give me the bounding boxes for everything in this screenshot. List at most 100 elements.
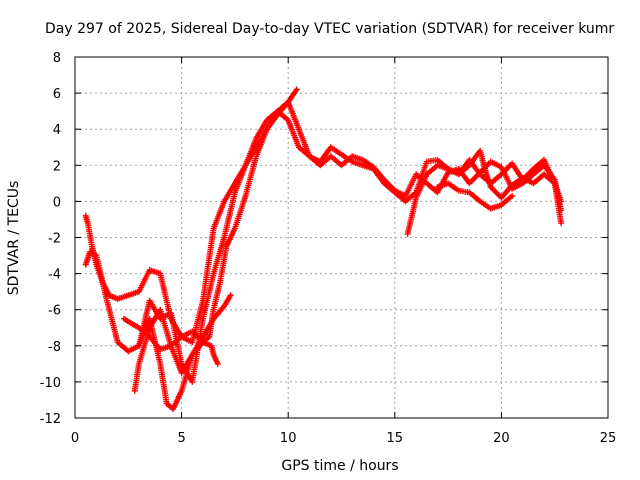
data-point (233, 191, 237, 194)
y-tick-label: -10 (40, 376, 61, 391)
data-point (265, 119, 269, 122)
data-point (468, 182, 471, 185)
data-point (532, 173, 535, 176)
x-tick-label: 25 (600, 431, 617, 446)
data-point (159, 308, 162, 311)
data-point (553, 182, 556, 185)
data-point (212, 308, 215, 311)
data-point (223, 236, 226, 239)
data-point (159, 362, 162, 366)
data-point (361, 164, 364, 167)
data-point (191, 341, 194, 344)
data-point (532, 182, 535, 185)
data-point (425, 173, 428, 176)
data-point (223, 200, 226, 203)
data-point (559, 221, 563, 225)
data-point (95, 254, 98, 257)
data-point (133, 389, 136, 393)
data-point (410, 214, 414, 217)
y-tick-label: -12 (40, 412, 61, 427)
data-point (148, 268, 151, 272)
data-point (216, 362, 219, 366)
data-point (404, 200, 407, 203)
data-point (171, 407, 175, 411)
data-point (105, 299, 109, 302)
data-point (500, 165, 503, 169)
data-point (86, 221, 90, 225)
grid-lines (75, 57, 608, 418)
data-point (116, 341, 119, 344)
series-track-7 (434, 180, 516, 212)
x-tick-label: 20 (493, 431, 510, 446)
data-point (169, 344, 173, 347)
y-tick-label: 8 (53, 51, 61, 66)
data-point (500, 196, 503, 199)
data-point (485, 173, 488, 176)
y-tick-label: 4 (53, 123, 61, 138)
data-point (255, 137, 258, 140)
data-point (191, 330, 194, 333)
data-point (478, 149, 482, 153)
data-point (297, 128, 301, 131)
data-point (88, 250, 92, 254)
x-axis-label: GPS time / hours (281, 458, 398, 474)
data-point (510, 184, 514, 187)
data-point (90, 245, 94, 248)
data-point (210, 344, 213, 347)
axis-ticks: 0 5 10 15 20 25 -12 -10 -8 -6 -4 -2 0 2 4 6 8 (40, 51, 617, 446)
data-point (137, 362, 141, 366)
data-point (510, 194, 514, 198)
data-point (244, 164, 247, 167)
data-point (468, 191, 471, 194)
data-point (521, 182, 524, 185)
data-point (468, 158, 471, 162)
data-point (287, 100, 290, 104)
data-point (489, 160, 492, 163)
y-tick-label: 6 (53, 87, 61, 102)
data-point (436, 158, 439, 162)
data-point (510, 162, 514, 165)
data-point (127, 350, 130, 353)
data-point (446, 167, 450, 171)
y-tick-label: 2 (53, 159, 61, 174)
data-point (122, 317, 126, 320)
data-point (180, 371, 183, 375)
y-tick-label: -8 (48, 340, 61, 355)
data-point (340, 164, 343, 167)
data-point (404, 194, 407, 198)
data-point (532, 167, 535, 171)
data-point (295, 88, 298, 91)
data-point (393, 189, 396, 192)
y-tick-label: -4 (48, 268, 61, 283)
data-point (425, 160, 428, 163)
x-tick-label: 10 (280, 431, 297, 446)
x-tick-label: 0 (71, 431, 79, 446)
data-point (521, 176, 524, 180)
y-tick-label: -2 (48, 232, 61, 247)
data-point (436, 185, 439, 189)
data-point (457, 189, 460, 192)
x-tick-label: 15 (387, 431, 404, 446)
data-point (229, 294, 232, 297)
data-point (500, 203, 503, 207)
data-point (265, 128, 269, 131)
data-point (489, 207, 492, 210)
data-point (191, 353, 194, 356)
data-point (148, 299, 151, 302)
chart-title: Day 297 of 2025, Sidereal Day-to-day VTE… (45, 21, 614, 37)
data-point (127, 294, 130, 297)
data-point (212, 227, 215, 230)
data-point (233, 182, 237, 185)
data-point (244, 194, 247, 198)
data-point (382, 178, 386, 181)
series-track-6 (404, 147, 565, 237)
data-point (478, 171, 482, 174)
data-point (372, 165, 375, 169)
x-tick-label: 5 (177, 431, 185, 446)
data-point (542, 158, 546, 162)
data-point (212, 272, 215, 275)
y-axis-label: SDTVAR / TECUs (6, 181, 22, 296)
data-point (233, 227, 237, 230)
data-point (457, 173, 460, 176)
y-tick-label: 0 (53, 195, 61, 210)
